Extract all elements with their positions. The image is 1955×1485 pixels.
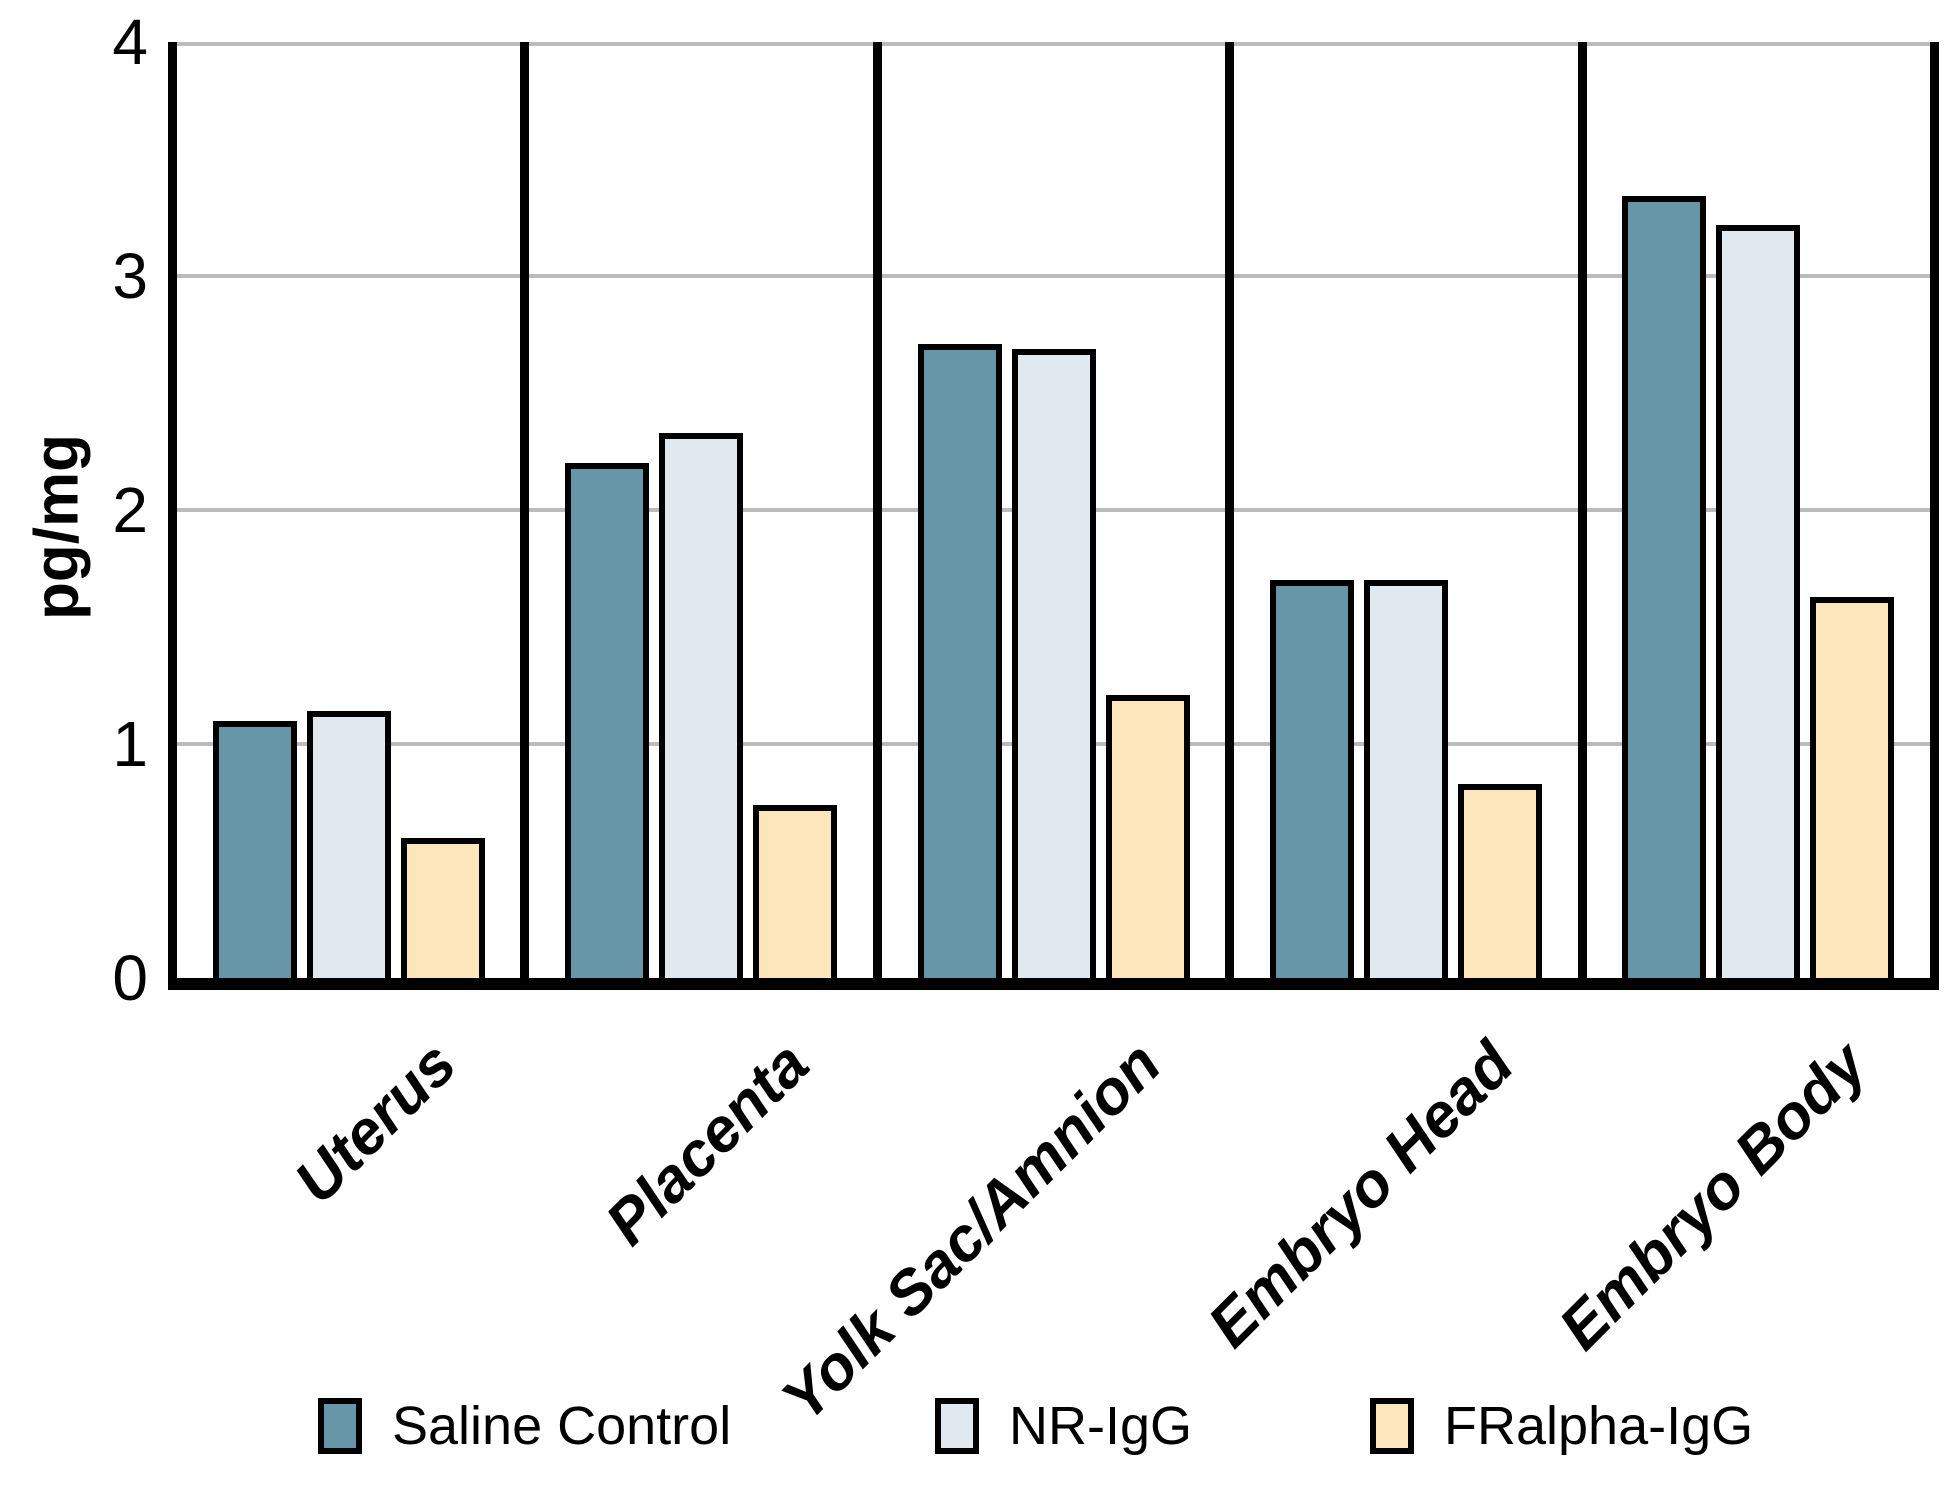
bar-fralpha-igg-embryo-head bbox=[1457, 783, 1542, 978]
bar-fralpha-igg-embryo-body bbox=[1810, 596, 1895, 978]
gridline-y-4 bbox=[177, 42, 1930, 46]
legend-swatch-saline-control bbox=[318, 1398, 362, 1454]
legend-label-nr-igg: NR-IgG bbox=[1009, 1396, 1193, 1456]
bar-saline-control-uterus bbox=[212, 720, 297, 978]
bar-nr-igg-uterus bbox=[306, 711, 391, 978]
x-category-label-embryo-body: Embryo Body bbox=[1545, 1029, 1880, 1363]
bar-saline-control-yolk-sac-amnion bbox=[917, 343, 1002, 978]
legend-swatch-nr-igg bbox=[935, 1398, 979, 1454]
x-category-label-yolk-sac-amnion: Yolk Sac/Amnion bbox=[769, 1029, 1175, 1435]
x-category-label-placenta: Placenta bbox=[592, 1029, 822, 1259]
legend-item-nr-igg: NR-IgG bbox=[935, 1398, 1192, 1454]
panel-yolk-sac-amnion bbox=[882, 42, 1235, 978]
gridline-y-3 bbox=[177, 274, 1930, 278]
panel-placenta bbox=[529, 42, 882, 978]
bar-saline-control-embryo-head bbox=[1269, 580, 1354, 978]
bar-fralpha-igg-yolk-sac-amnion bbox=[1105, 694, 1190, 978]
bar-nr-igg-yolk-sac-amnion bbox=[1011, 348, 1096, 978]
bar-saline-control-embryo-body bbox=[1622, 196, 1707, 978]
bar-fralpha-igg-placenta bbox=[753, 804, 838, 978]
x-category-label-embryo-head: Embryo Head bbox=[1195, 1029, 1528, 1361]
legend-item-fralpha-igg: FRalpha-IgG bbox=[1370, 1398, 1753, 1454]
bar-nr-igg-embryo-body bbox=[1716, 224, 1801, 978]
panel-uterus bbox=[177, 42, 530, 978]
y-tick-label-3: 3 bbox=[112, 240, 148, 312]
bar-fralpha-igg-uterus bbox=[400, 837, 485, 978]
y-tick-label-1: 1 bbox=[112, 708, 148, 780]
x-category-label-uterus: Uterus bbox=[281, 1029, 470, 1217]
plot-area bbox=[168, 42, 1939, 990]
legend-label-saline-control: Saline Control bbox=[392, 1396, 732, 1456]
y-tick-label-4: 4 bbox=[112, 6, 148, 78]
y-tick-label-2: 2 bbox=[112, 474, 148, 546]
legend-swatch-fralpha-igg bbox=[1370, 1398, 1414, 1454]
panel-embryo-body bbox=[1587, 42, 1930, 978]
bar-nr-igg-placenta bbox=[659, 432, 744, 978]
panel-embryo-head bbox=[1234, 42, 1587, 978]
y-tick-label-0: 0 bbox=[112, 942, 148, 1014]
legend-label-fralpha-igg: FRalpha-IgG bbox=[1444, 1396, 1754, 1456]
legend-item-saline-control: Saline Control bbox=[318, 1398, 731, 1454]
bar-saline-control-placenta bbox=[565, 463, 650, 978]
bar-nr-igg-embryo-head bbox=[1363, 580, 1448, 978]
